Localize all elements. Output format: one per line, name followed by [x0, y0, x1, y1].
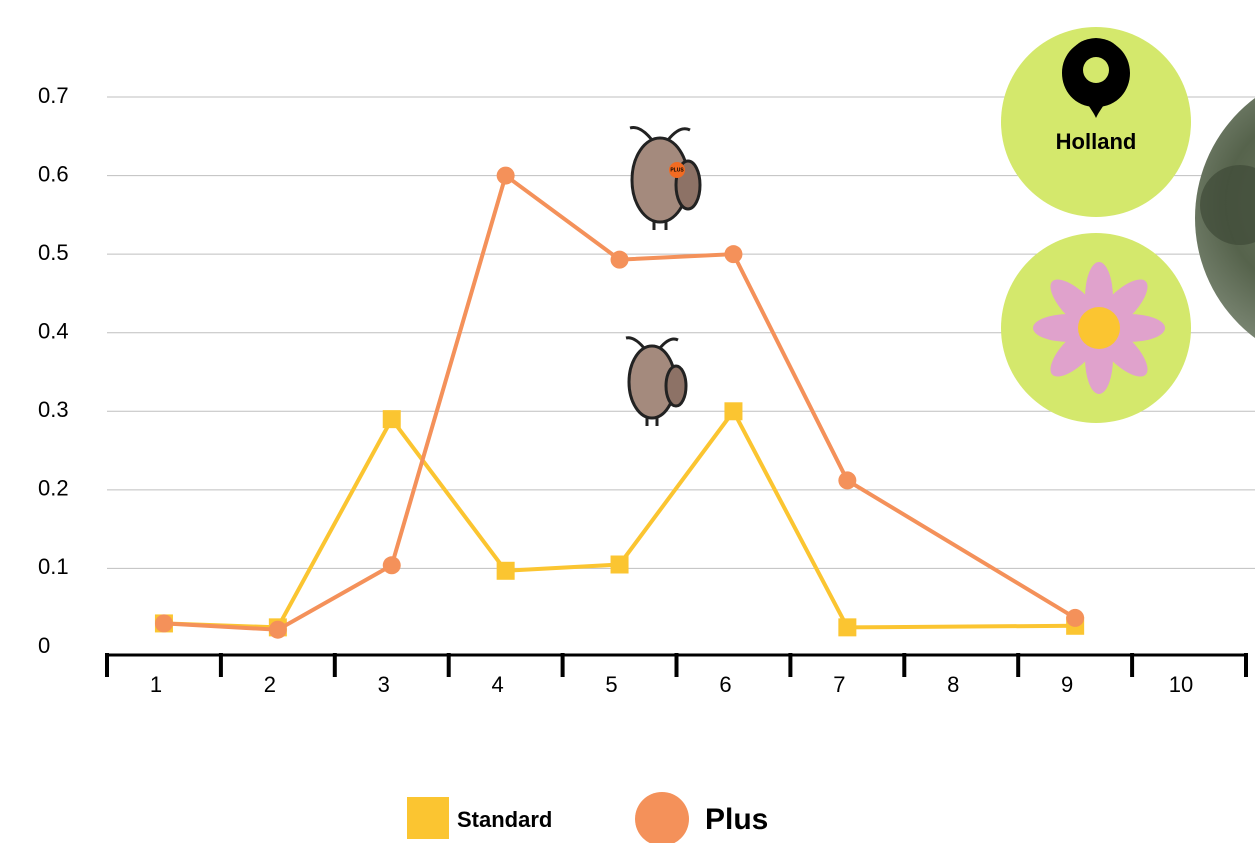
bug-plus: PLUS [629, 126, 702, 230]
y-tick-label: 0.6 [38, 161, 69, 186]
marker [496, 561, 515, 580]
legend-item: Plus [635, 792, 768, 843]
flower-icon [1033, 262, 1165, 394]
x-tick-label: 7 [833, 672, 845, 697]
legend-swatch [407, 797, 449, 839]
marker [382, 556, 401, 575]
marker [838, 471, 857, 490]
marker [838, 618, 857, 637]
marker [610, 555, 629, 574]
series-line [163, 407, 1076, 630]
marker [268, 620, 287, 639]
marker [610, 250, 629, 269]
marker [724, 245, 743, 264]
marker [154, 614, 173, 633]
photo-detail [1200, 165, 1255, 245]
y-tick-label: 0 [38, 633, 50, 658]
marker [724, 402, 743, 421]
pin-hole [1083, 57, 1109, 83]
marker [382, 410, 401, 429]
y-tick-label: 0.1 [38, 554, 69, 579]
x-tick-label: 3 [378, 672, 390, 697]
location-badge [1001, 27, 1191, 217]
legend-item: Standard [407, 797, 552, 839]
x-tick-label: 4 [492, 672, 504, 697]
data-layer [154, 166, 1085, 639]
x-tick-label: 10 [1169, 672, 1193, 697]
x-tick-label: 1 [150, 672, 162, 697]
marker [496, 166, 515, 185]
y-tick-label: 0.2 [38, 476, 69, 501]
x-tick-label: 9 [1061, 672, 1073, 697]
x-tick-label: 5 [605, 672, 617, 697]
decorations: Holland PLUS [625, 27, 1255, 426]
badge-label: Holland [1056, 129, 1137, 154]
marker [1066, 608, 1085, 627]
bug-label: PLUS [670, 167, 684, 173]
x-tick-label: 6 [719, 672, 731, 697]
x-tick-label: 2 [264, 672, 276, 697]
y-tick-label: 0.5 [38, 240, 69, 265]
legend-label: Plus [705, 803, 768, 836]
bug-standard [625, 336, 688, 426]
y-tick-label: 0.3 [38, 397, 69, 422]
y-tick-label: 0.4 [38, 319, 69, 344]
legend-swatch [635, 792, 689, 843]
x-tick-label: 8 [947, 672, 959, 697]
legend-label: Standard [457, 807, 552, 832]
y-tick-label: 0.7 [38, 83, 69, 108]
series-line [163, 172, 1077, 632]
